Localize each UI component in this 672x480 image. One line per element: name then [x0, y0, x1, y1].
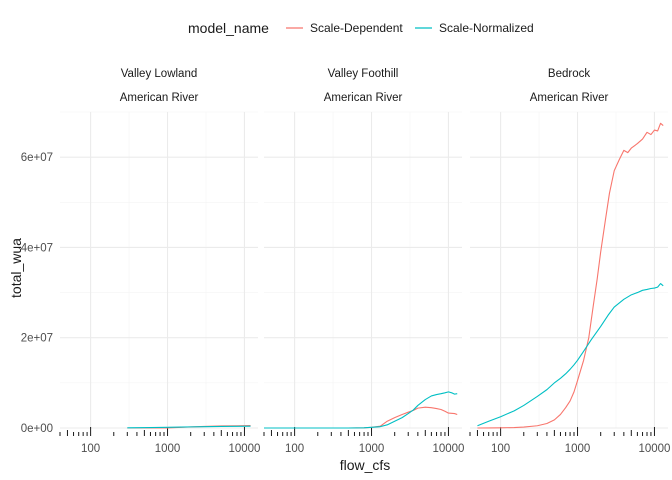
series-line-scale-normalized: [127, 425, 251, 429]
x-tick-label: 100: [81, 443, 100, 455]
y-tick-labels: 0e+00 2e+07 4e+07 6e+07: [21, 152, 53, 435]
x-tick-label: 100: [491, 443, 510, 455]
y-tick-label: 0e+00: [21, 423, 53, 435]
x-tick-label: 1000: [155, 443, 181, 455]
legend-title: model_name: [188, 20, 269, 36]
strip-label-bottom: American River: [530, 92, 609, 104]
facet-panels: Valley Lowland American River 100 1000 10000…: [59, 68, 670, 455]
series-line-scale-normalized: [264, 391, 458, 429]
strip-label-bottom: American River: [120, 92, 199, 104]
x-tick-label: 10000: [228, 443, 260, 455]
facet-panel-3: Bedrock American River 100 1000 10000: [469, 68, 670, 455]
series-line-scale-dependent: [477, 122, 664, 429]
x-tick-label: 10000: [432, 443, 464, 455]
strip-label-bottom: American River: [324, 92, 403, 104]
series-line-scale-dependent: [264, 406, 458, 429]
x-axis-title: flow_cfs: [340, 457, 391, 473]
x-tick-label: 100: [285, 443, 304, 455]
legend-items: Scale-Dependent Scale-Normalized: [286, 21, 534, 35]
y-tick-label: 4e+07: [21, 242, 53, 254]
x-tick-label: 1000: [565, 443, 591, 455]
x-tick-label: 10000: [638, 443, 670, 455]
facet-panel-2: Valley Foothill American River 100 1000 1000…: [263, 68, 464, 455]
series-line-scale-normalized: [477, 282, 664, 427]
strip-label-top: Valley Lowland: [121, 68, 198, 80]
facet-panel-1: Valley Lowland American River 100 1000 10000: [59, 68, 260, 455]
strip-label-top: Valley Foothill: [328, 68, 399, 80]
legend-label: Scale-Dependent: [310, 21, 403, 35]
y-axis-title: total_wua: [8, 238, 24, 298]
y-tick-label: 6e+07: [21, 152, 53, 164]
legend-label: Scale-Normalized: [439, 21, 534, 35]
legend: model_name Scale-Dependent Scale-Normaliz…: [188, 20, 534, 36]
legend-item-scale-normalized: Scale-Normalized: [415, 21, 534, 35]
strip-label-top: Bedrock: [548, 68, 590, 80]
legend-item-scale-dependent: Scale-Dependent: [286, 21, 403, 35]
y-tick-label: 2e+07: [21, 333, 53, 345]
x-tick-label: 1000: [359, 443, 385, 455]
